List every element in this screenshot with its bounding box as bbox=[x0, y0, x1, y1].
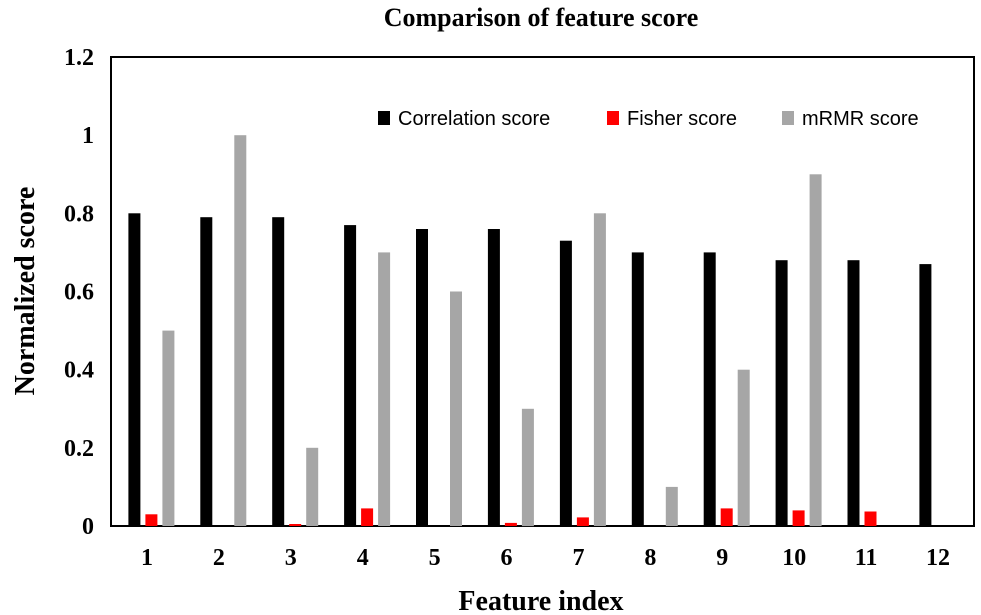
bar-mrmr-score-7 bbox=[593, 213, 606, 527]
x-tick-label: 10 bbox=[782, 545, 806, 571]
legend-swatch bbox=[378, 111, 390, 125]
bar-correlation-score-5 bbox=[416, 229, 428, 526]
legend-label: Fisher score bbox=[627, 108, 737, 130]
bar-correlation-score-9 bbox=[703, 252, 716, 526]
bar-mrmr-score-8 bbox=[665, 486, 678, 526]
x-tick-label: 3 bbox=[285, 545, 297, 571]
y-tick-label: 0 bbox=[82, 514, 94, 540]
bar-fisher-score-10 bbox=[792, 510, 805, 526]
legend-label: Correlation score bbox=[398, 108, 550, 130]
legend-label: mRMR score bbox=[802, 108, 919, 130]
y-tick-label: 0.2 bbox=[64, 436, 94, 462]
chart-title: Comparison of feature score bbox=[384, 3, 699, 32]
y-axis-label: Normalized score bbox=[10, 187, 41, 396]
x-tick-label: 9 bbox=[716, 545, 728, 571]
bar-mrmr-score-9 bbox=[737, 369, 750, 526]
bar-correlation-score-7 bbox=[559, 240, 572, 526]
x-tick-label: 7 bbox=[573, 545, 585, 571]
bar-correlation-score-8 bbox=[631, 252, 644, 526]
x-tick-label: 12 bbox=[926, 545, 950, 571]
y-tick-label: 1.2 bbox=[64, 45, 94, 71]
bar-mrmr-score-10 bbox=[809, 174, 822, 527]
bar-correlation-score-11 bbox=[847, 260, 860, 526]
bar-fisher-score-6 bbox=[504, 522, 517, 526]
bar-correlation-score-10 bbox=[775, 260, 788, 526]
bars bbox=[128, 135, 932, 527]
bar-mrmr-score-5 bbox=[450, 291, 462, 526]
x-tick-label: 11 bbox=[855, 545, 878, 571]
bar-mrmr-score-1 bbox=[162, 330, 175, 526]
y-tick-label: 1 bbox=[82, 123, 94, 149]
plot-area-frame bbox=[110, 56, 975, 527]
bar-fisher-score-3 bbox=[289, 524, 302, 526]
bar-mrmr-score-2 bbox=[234, 135, 247, 526]
x-tick-label: 4 bbox=[357, 545, 369, 571]
bar-correlation-score-3 bbox=[272, 217, 285, 526]
bar-correlation-score-12 bbox=[919, 264, 932, 526]
bar-fisher-score-9 bbox=[720, 508, 733, 526]
bar-fisher-score-1 bbox=[145, 514, 158, 526]
x-tick-label: 5 bbox=[429, 545, 441, 571]
y-tick-label: 0.4 bbox=[64, 358, 94, 384]
x-axis-label: Feature index bbox=[458, 586, 623, 615]
x-tick-label: 1 bbox=[141, 545, 153, 571]
bar-correlation-score-2 bbox=[200, 217, 213, 526]
y-axis-ticks: 0 0.2 0.4 0.6 0.8 1 1.2 bbox=[64, 45, 94, 540]
x-tick-label: 6 bbox=[501, 545, 513, 571]
x-tick-label: 8 bbox=[644, 545, 656, 571]
bar-mrmr-score-3 bbox=[306, 447, 319, 526]
bar-correlation-score-6 bbox=[487, 229, 500, 526]
x-tick-label: 2 bbox=[213, 545, 225, 571]
y-tick-label: 0.8 bbox=[64, 201, 94, 227]
x-axis-ticks: 1 2 3 4 5 6 7 8 9 10 11 12 bbox=[141, 545, 950, 571]
bar-correlation-score-4 bbox=[344, 225, 357, 526]
legend: Correlation score Fisher score mRMR score bbox=[378, 108, 919, 130]
bar-mrmr-score-6 bbox=[521, 408, 534, 527]
legend-swatch bbox=[782, 111, 794, 125]
bar-fisher-score-11 bbox=[864, 511, 877, 526]
legend-swatch bbox=[607, 111, 619, 125]
y-tick-label: 0.6 bbox=[64, 280, 94, 306]
bar-fisher-score-7 bbox=[576, 517, 589, 526]
bar-mrmr-score-4 bbox=[378, 252, 391, 526]
bar-correlation-score-1 bbox=[128, 213, 141, 527]
bar-fisher-score-4 bbox=[361, 508, 374, 526]
